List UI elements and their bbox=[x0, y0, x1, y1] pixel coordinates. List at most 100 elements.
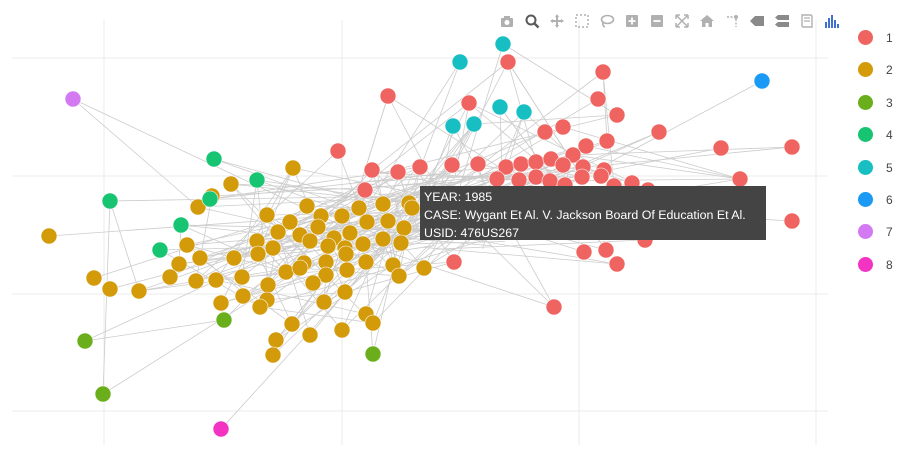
node-cluster-2[interactable] bbox=[337, 245, 355, 263]
spike-lines-icon[interactable] bbox=[723, 12, 741, 30]
node-cluster-1[interactable] bbox=[469, 155, 487, 173]
node-cluster-4[interactable] bbox=[151, 241, 169, 259]
node-cluster-2[interactable] bbox=[298, 197, 316, 215]
node-cluster-2[interactable] bbox=[161, 268, 179, 286]
node-cluster-2[interactable] bbox=[267, 331, 285, 349]
node-cluster-2[interactable] bbox=[379, 212, 397, 230]
node-cluster-2[interactable] bbox=[251, 298, 269, 316]
node-cluster-1[interactable] bbox=[592, 167, 610, 185]
node-cluster-3[interactable] bbox=[94, 385, 112, 403]
node-cluster-2[interactable] bbox=[333, 207, 351, 225]
book-icon[interactable] bbox=[798, 12, 816, 30]
zoom-in-icon[interactable] bbox=[623, 12, 641, 30]
node-cluster-2[interactable] bbox=[264, 239, 282, 257]
node-cluster-2[interactable] bbox=[319, 237, 337, 255]
camera-icon[interactable] bbox=[498, 12, 516, 30]
node-cluster-5[interactable] bbox=[451, 53, 469, 71]
node-cluster-2[interactable] bbox=[403, 199, 421, 217]
node-cluster-1[interactable] bbox=[356, 181, 374, 199]
node-cluster-1[interactable] bbox=[650, 123, 668, 141]
node-cluster-5[interactable] bbox=[494, 35, 512, 53]
node-cluster-2[interactable] bbox=[374, 195, 392, 213]
node-cluster-2[interactable] bbox=[277, 263, 295, 281]
node-cluster-2[interactable] bbox=[336, 283, 354, 301]
node-cluster-1[interactable] bbox=[554, 156, 572, 174]
node-cluster-2[interactable] bbox=[130, 282, 148, 300]
node-cluster-2[interactable] bbox=[249, 245, 267, 263]
node-cluster-2[interactable] bbox=[207, 271, 225, 289]
node-cluster-1[interactable] bbox=[594, 63, 612, 81]
node-cluster-2[interactable] bbox=[364, 314, 382, 332]
lasso-icon[interactable] bbox=[598, 12, 616, 30]
node-cluster-1[interactable] bbox=[783, 212, 801, 230]
node-cluster-2[interactable] bbox=[301, 232, 319, 250]
node-cluster-1[interactable] bbox=[363, 161, 381, 179]
node-cluster-2[interactable] bbox=[317, 266, 335, 284]
node-cluster-2[interactable] bbox=[390, 267, 408, 285]
node-cluster-1[interactable] bbox=[608, 255, 626, 273]
node-cluster-2[interactable] bbox=[350, 199, 368, 217]
pan-icon[interactable] bbox=[548, 12, 566, 30]
node-cluster-1[interactable] bbox=[597, 241, 615, 259]
node-cluster-1[interactable] bbox=[389, 163, 407, 181]
node-cluster-2[interactable] bbox=[269, 223, 287, 241]
node-cluster-1[interactable] bbox=[577, 137, 595, 155]
node-cluster-5[interactable] bbox=[515, 103, 533, 121]
node-cluster-2[interactable] bbox=[415, 259, 433, 277]
node-cluster-2[interactable] bbox=[395, 219, 413, 237]
node-cluster-1[interactable] bbox=[445, 253, 463, 271]
box-select-icon[interactable] bbox=[573, 12, 591, 30]
node-cluster-2[interactable] bbox=[85, 269, 103, 287]
node-cluster-2[interactable] bbox=[291, 259, 309, 277]
node-cluster-3[interactable] bbox=[364, 345, 382, 363]
node-cluster-5[interactable] bbox=[444, 117, 462, 135]
node-cluster-3[interactable] bbox=[215, 311, 233, 329]
node-cluster-4[interactable] bbox=[248, 171, 266, 189]
node-cluster-2[interactable] bbox=[189, 198, 207, 216]
node-cluster-2[interactable] bbox=[281, 213, 299, 231]
home-icon[interactable] bbox=[698, 12, 716, 30]
node-cluster-4[interactable] bbox=[101, 192, 119, 210]
node-cluster-1[interactable] bbox=[608, 106, 626, 124]
node-cluster-4[interactable] bbox=[201, 190, 219, 208]
node-cluster-2[interactable] bbox=[259, 276, 277, 294]
zoom-icon[interactable] bbox=[523, 12, 541, 30]
node-cluster-1[interactable] bbox=[499, 53, 517, 71]
node-cluster-2[interactable] bbox=[40, 227, 58, 245]
node-cluster-1[interactable] bbox=[783, 138, 801, 156]
node-cluster-1[interactable] bbox=[731, 170, 749, 188]
node-cluster-2[interactable] bbox=[304, 274, 322, 292]
plotly-logo-icon[interactable] bbox=[823, 12, 841, 30]
node-cluster-2[interactable] bbox=[354, 235, 372, 253]
node-cluster-2[interactable] bbox=[191, 249, 209, 267]
node-cluster-2[interactable] bbox=[357, 253, 375, 271]
node-cluster-2[interactable] bbox=[284, 159, 302, 177]
node-cluster-2[interactable] bbox=[264, 346, 282, 364]
node-cluster-5[interactable] bbox=[491, 98, 509, 116]
node-cluster-2[interactable] bbox=[170, 255, 188, 273]
node-cluster-2[interactable] bbox=[233, 268, 251, 286]
node-cluster-2[interactable] bbox=[234, 287, 252, 305]
node-cluster-1[interactable] bbox=[527, 153, 545, 171]
node-cluster-1[interactable] bbox=[589, 90, 607, 108]
autoscale-icon[interactable] bbox=[673, 12, 691, 30]
hover-compare-icon[interactable] bbox=[773, 12, 791, 30]
node-cluster-1[interactable] bbox=[554, 118, 572, 136]
node-cluster-2[interactable] bbox=[392, 234, 410, 252]
node-cluster-1[interactable] bbox=[575, 243, 593, 261]
node-cluster-4[interactable] bbox=[172, 216, 190, 234]
node-cluster-1[interactable] bbox=[536, 123, 554, 141]
node-cluster-2[interactable] bbox=[301, 326, 319, 344]
node-cluster-2[interactable] bbox=[358, 213, 376, 231]
node-cluster-2[interactable] bbox=[225, 249, 243, 267]
node-cluster-1[interactable] bbox=[443, 156, 461, 174]
node-cluster-2[interactable] bbox=[338, 261, 356, 279]
node-cluster-2[interactable] bbox=[101, 280, 119, 298]
node-cluster-2[interactable] bbox=[222, 175, 240, 193]
hover-closest-icon[interactable] bbox=[748, 12, 766, 30]
node-cluster-6[interactable] bbox=[753, 72, 771, 90]
node-cluster-1[interactable] bbox=[329, 142, 347, 160]
node-cluster-2[interactable] bbox=[178, 236, 196, 254]
node-cluster-5[interactable] bbox=[465, 115, 483, 133]
